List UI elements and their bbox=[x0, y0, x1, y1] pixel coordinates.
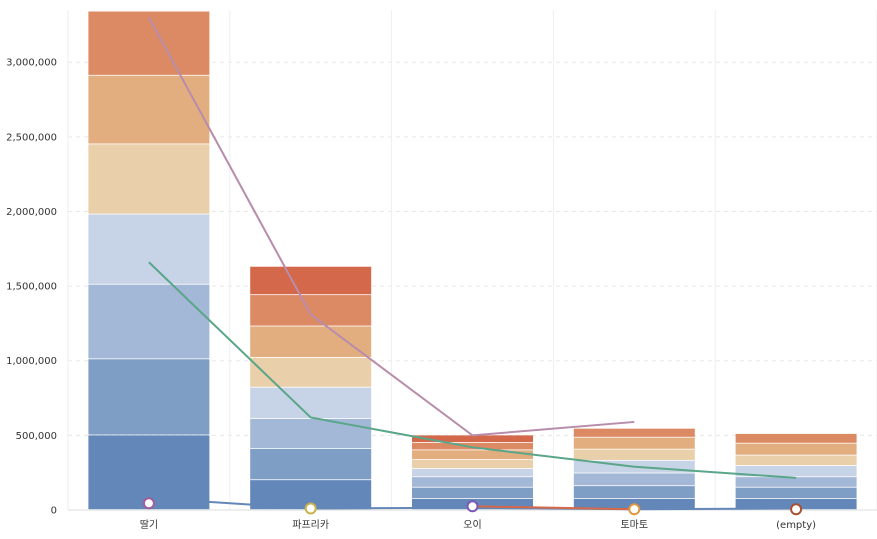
point-marker[interactable] bbox=[628, 503, 641, 516]
bar-segment[interactable] bbox=[573, 473, 695, 486]
x-axis-ticks: 딸기 파프리카 오이 토마토 (empty) bbox=[140, 519, 816, 531]
bar-segment[interactable] bbox=[412, 450, 533, 460]
series-line[interactable] bbox=[148, 16, 635, 437]
bar-segment[interactable] bbox=[88, 75, 210, 144]
bar-segment[interactable] bbox=[250, 326, 372, 357]
bar-segment[interactable] bbox=[412, 477, 533, 487]
bar-segment[interactable] bbox=[412, 460, 533, 469]
stacked-bars bbox=[88, 11, 857, 510]
bar-segment[interactable] bbox=[88, 359, 210, 435]
bar-segment[interactable] bbox=[412, 442, 533, 450]
bar-segment[interactable] bbox=[735, 433, 857, 443]
x-tick-label: 토마토 bbox=[620, 519, 648, 531]
bar-segment[interactable] bbox=[250, 295, 372, 326]
bar-segment[interactable] bbox=[250, 387, 372, 419]
bar-segment[interactable] bbox=[88, 435, 210, 510]
point-marker[interactable] bbox=[142, 497, 155, 510]
bar-segment[interactable] bbox=[88, 144, 210, 214]
bar-segment[interactable] bbox=[573, 449, 695, 460]
series-line[interactable] bbox=[148, 261, 797, 479]
y-tick-label: 1,000,000 bbox=[6, 356, 57, 367]
y-axis-ticks: 0 500,000 1,000,000 1,500,000 2,000,000 2,500… bbox=[6, 58, 57, 517]
y-tick-label: 2,000,000 bbox=[6, 207, 57, 218]
point-markers bbox=[142, 497, 803, 516]
bar-segment[interactable] bbox=[250, 266, 372, 295]
series-line[interactable] bbox=[472, 505, 635, 511]
x-tick-label: 오이 bbox=[463, 519, 481, 531]
bar-segment[interactable] bbox=[573, 486, 695, 499]
bar-segment[interactable] bbox=[735, 477, 857, 487]
bar-segment[interactable] bbox=[735, 465, 857, 477]
bar-segment[interactable] bbox=[735, 443, 857, 455]
y-tick-label: 500,000 bbox=[16, 431, 57, 442]
bar-segment[interactable] bbox=[88, 214, 210, 284]
bar-segment[interactable] bbox=[250, 357, 372, 387]
x-tick-label: 딸기 bbox=[140, 519, 158, 531]
bar-segment[interactable] bbox=[412, 487, 533, 499]
bar-segment[interactable] bbox=[735, 455, 857, 466]
y-tick-label: 2,500,000 bbox=[6, 132, 57, 143]
bar-segment[interactable] bbox=[88, 284, 210, 359]
x-tick-label: 파프리카 bbox=[292, 519, 329, 531]
bar-segment[interactable] bbox=[573, 428, 695, 437]
y-tick-label: 1,500,000 bbox=[6, 282, 57, 293]
point-marker[interactable] bbox=[790, 503, 803, 516]
bar-segment[interactable] bbox=[573, 437, 695, 449]
bar-segment[interactable] bbox=[412, 435, 533, 443]
x-tick-label: (empty) bbox=[776, 520, 816, 531]
point-marker[interactable] bbox=[466, 500, 479, 513]
y-tick-label: 3,000,000 bbox=[6, 58, 57, 69]
point-marker[interactable] bbox=[304, 502, 317, 515]
bar-segment[interactable] bbox=[735, 487, 857, 499]
bar-segment[interactable] bbox=[88, 11, 210, 75]
bar-segment[interactable] bbox=[250, 418, 372, 449]
bar-segment[interactable] bbox=[250, 448, 372, 480]
y-tick-label: 0 bbox=[51, 506, 57, 517]
bar-segment[interactable] bbox=[412, 468, 533, 477]
